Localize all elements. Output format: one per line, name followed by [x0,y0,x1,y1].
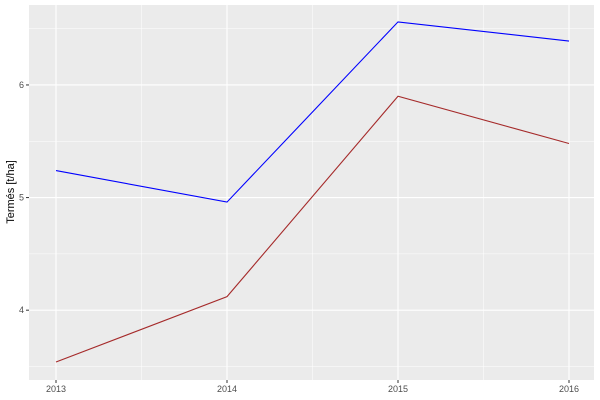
x-axis: 2013 2014 2015 2016 [46,384,579,394]
y-tick-label: 4 [19,305,24,315]
x-tick-label: 2015 [388,384,408,394]
x-tick-label: 2013 [46,384,66,394]
minor-gridlines [29,5,594,380]
x-tick-label: 2014 [217,384,237,394]
series-line-2 [55,95,570,363]
y-axis: 4 5 6 [19,80,24,315]
major-gridlines [26,5,594,383]
x-tick-label: 2016 [559,384,579,394]
series-line-1 [55,21,570,203]
plot-panel [29,5,594,380]
y-axis-title: Termés [t/ha] [5,160,17,224]
series-lines [55,21,570,363]
y-tick-label: 5 [19,193,24,203]
y-tick-label: 6 [19,80,24,90]
